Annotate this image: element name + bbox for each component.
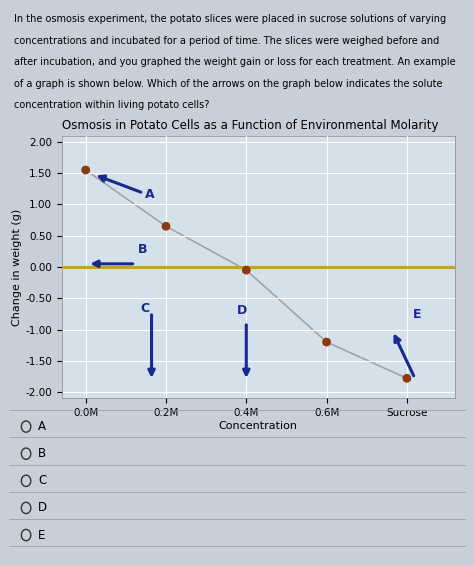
- Text: concentration within living potato cells?: concentration within living potato cells…: [14, 100, 210, 110]
- Point: [243, 266, 250, 275]
- Text: A: A: [38, 420, 46, 433]
- Text: Osmosis in Potato Cells as a Function of Environmental Molarity: Osmosis in Potato Cells as a Function of…: [62, 119, 438, 132]
- Point: [323, 337, 330, 346]
- Point: [82, 166, 90, 175]
- Text: D: D: [38, 501, 47, 515]
- Text: C: C: [38, 474, 46, 488]
- Point: [403, 374, 410, 383]
- Text: C: C: [140, 302, 149, 315]
- Text: B: B: [138, 243, 147, 256]
- Text: after incubation, and you graphed the weight gain or loss for each treatment. An: after incubation, and you graphed the we…: [14, 57, 456, 67]
- Text: A: A: [145, 188, 155, 201]
- Text: B: B: [38, 447, 46, 460]
- X-axis label: Concentration: Concentration: [219, 421, 298, 431]
- Text: D: D: [237, 304, 247, 317]
- Text: concentrations and incubated for a period of time. The slices were weighed befor: concentrations and incubated for a perio…: [14, 36, 439, 46]
- Text: of a graph is shown below. Which of the arrows on the graph below indicates the : of a graph is shown below. Which of the …: [14, 79, 443, 89]
- Text: In the osmosis experiment, the potato slices were placed in sucrose solutions of: In the osmosis experiment, the potato sl…: [14, 14, 447, 24]
- Y-axis label: Change in weight (g): Change in weight (g): [12, 208, 22, 325]
- Point: [162, 222, 170, 231]
- Text: E: E: [38, 528, 46, 542]
- Text: E: E: [413, 308, 422, 321]
